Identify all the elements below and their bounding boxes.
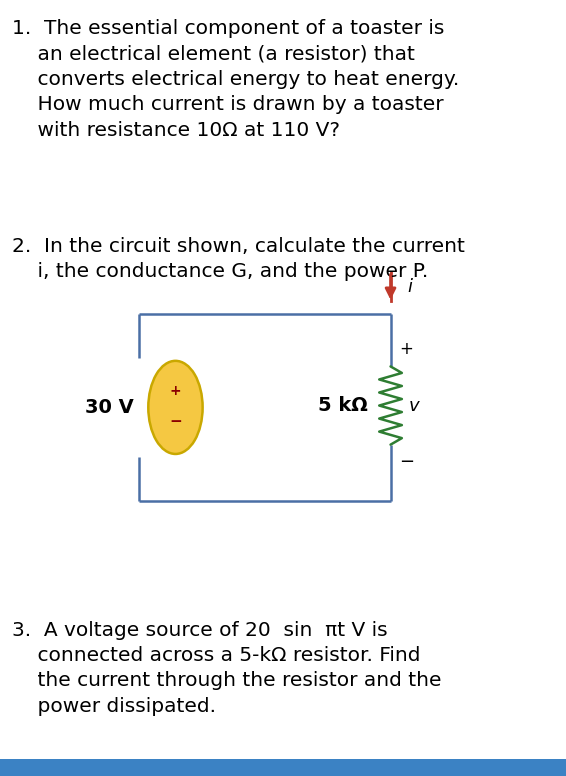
Text: 1.  The essential component of a toaster is
    an electrical element (a resisto: 1. The essential component of a toaster … — [12, 19, 460, 140]
Text: +: + — [400, 341, 413, 359]
Text: −: − — [169, 414, 182, 429]
Text: 3.  A voltage source of 20  sin  πt V is
    connected across a 5-kΩ resistor. F: 3. A voltage source of 20 sin πt V is co… — [12, 621, 442, 715]
Text: v: v — [409, 397, 419, 414]
Text: +: + — [170, 384, 181, 398]
Text: −: − — [399, 452, 414, 471]
Bar — [0, 759, 566, 776]
Ellipse shape — [148, 361, 203, 454]
Text: i: i — [408, 278, 413, 296]
Text: 2.  In the circuit shown, calculate the current
    i, the conductance G, and th: 2. In the circuit shown, calculate the c… — [12, 237, 465, 281]
Text: 5 kΩ: 5 kΩ — [318, 396, 368, 415]
Text: 30 V: 30 V — [85, 398, 134, 417]
